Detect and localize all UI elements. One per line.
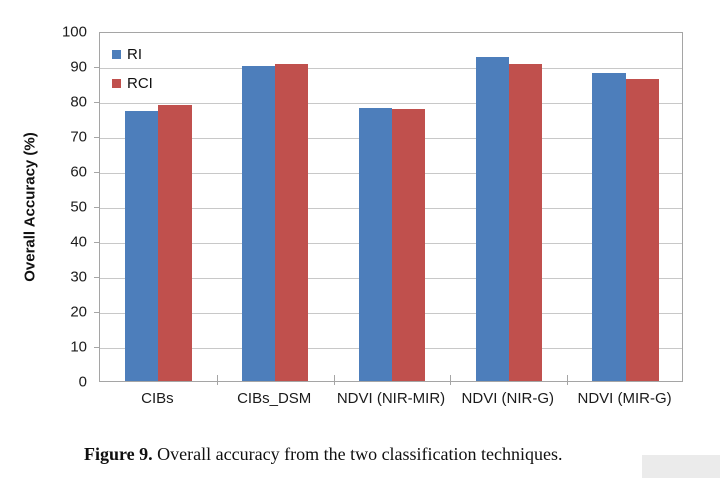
- x-axis-labels: CIBs CIBs_DSM NDVI (NIR-MIR) NDVI (NIR-G) ND…: [99, 390, 683, 414]
- x-label-3: NDVI (NIR-MIR): [336, 390, 446, 407]
- figure-caption: Figure 9. Overall accuracy from the two …: [84, 444, 563, 465]
- bar-ri-1: [125, 110, 159, 381]
- y-tick-label-10: 10: [70, 338, 87, 356]
- y-tick-mark-10: [94, 347, 99, 348]
- bar-rci-1: [158, 104, 192, 381]
- legend-swatch-rci: [112, 78, 121, 88]
- x-label-1: CIBs: [141, 390, 174, 407]
- y-tick-label-30: 30: [70, 268, 87, 286]
- bar-ri-5: [592, 73, 626, 381]
- y-tick-mark-20: [94, 312, 99, 313]
- bar-ri-2: [242, 66, 276, 381]
- x-label-5: NDVI (MIR-G): [577, 390, 672, 407]
- bar-rci-3: [392, 109, 426, 381]
- bar-rci-4: [508, 63, 542, 381]
- y-tick-label-20: 20: [70, 303, 87, 321]
- gridline-90: [100, 67, 682, 69]
- plot-area: RI RCI: [99, 32, 683, 385]
- x-tick-mark-2: [333, 375, 335, 385]
- bar-rci-5: [625, 78, 659, 381]
- y-tick-mark-80: [94, 102, 99, 103]
- y-tick-mark-90: [94, 67, 99, 68]
- y-tick-label-50: 50: [70, 198, 87, 216]
- legend-label-rci: RCI: [127, 74, 153, 92]
- x-tick-mark-4: [567, 375, 569, 385]
- legend: RI RCI: [112, 43, 153, 101]
- x-tick-mark-1: [216, 375, 218, 385]
- legend-swatch-ri: [112, 49, 121, 59]
- figure-caption-label: Figure 9.: [84, 444, 153, 464]
- y-tick-mark-50: [94, 207, 99, 208]
- y-tick-label-100: 100: [61, 23, 87, 41]
- figure-caption-text: Overall accuracy from the two classifica…: [157, 444, 563, 464]
- bar-ri-4: [475, 56, 509, 381]
- y-tick-mark-70: [94, 137, 99, 138]
- y-axis-tick-labels: 0 10 20 30 40 50 60 70 80 90 100: [0, 25, 87, 390]
- y-tick-mark-30: [94, 277, 99, 278]
- y-tick-label-90: 90: [70, 58, 87, 76]
- y-tick-mark-60: [94, 172, 99, 173]
- scan-artifact: [642, 455, 720, 478]
- bar-rci-2: [275, 63, 309, 381]
- y-tick-label-60: 60: [70, 163, 87, 181]
- bar-ri-3: [358, 108, 392, 381]
- x-label-2: CIBs_DSM: [237, 390, 312, 407]
- overall-accuracy-chart: Overall Accuracy (%) 0 10 20 30 40 50 60 70 80 90…: [0, 25, 683, 414]
- x-tick-mark-3: [450, 375, 452, 385]
- legend-label-ri: RI: [127, 45, 142, 63]
- y-tick-mark-40: [94, 242, 99, 243]
- y-tick-label-80: 80: [70, 93, 87, 111]
- gridline-80: [100, 102, 682, 104]
- legend-item-rci: RCI: [112, 72, 153, 94]
- x-label-4: NDVI (NIR-G): [461, 390, 555, 407]
- y-tick-label-0: 0: [78, 373, 87, 391]
- y-tick-label-70: 70: [70, 128, 87, 146]
- y-tick-label-40: 40: [70, 233, 87, 251]
- legend-item-ri: RI: [112, 43, 153, 65]
